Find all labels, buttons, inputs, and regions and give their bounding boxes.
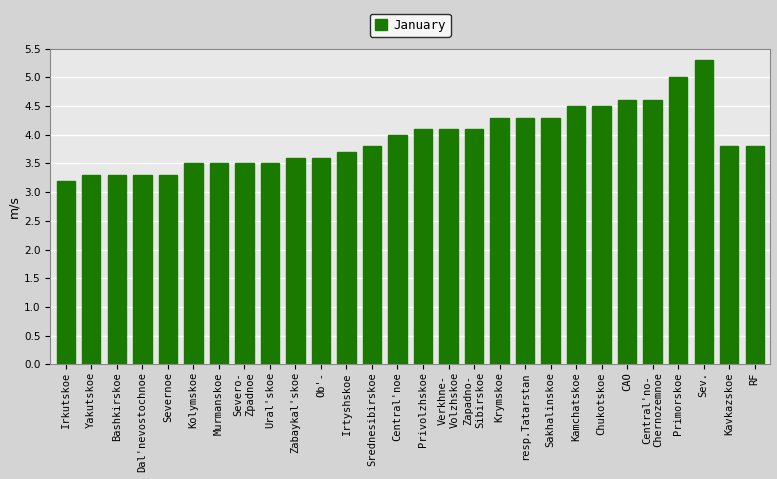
Bar xyxy=(490,117,509,365)
Bar xyxy=(669,77,688,365)
Bar xyxy=(618,100,636,365)
Bar xyxy=(108,175,126,365)
Bar xyxy=(235,163,253,365)
Bar xyxy=(746,146,764,365)
Bar xyxy=(567,106,585,365)
Bar xyxy=(210,163,228,365)
Bar xyxy=(184,163,203,365)
Bar xyxy=(388,135,406,365)
Bar xyxy=(286,158,305,365)
Bar xyxy=(82,175,100,365)
Bar xyxy=(312,158,330,365)
Bar xyxy=(542,117,559,365)
Bar xyxy=(439,129,458,365)
Bar xyxy=(363,146,382,365)
Y-axis label: m/s: m/s xyxy=(7,195,20,218)
Bar xyxy=(261,163,279,365)
Legend: January: January xyxy=(370,14,451,37)
Bar xyxy=(337,152,356,365)
Bar xyxy=(720,146,738,365)
Bar xyxy=(57,181,75,365)
Bar xyxy=(695,60,713,365)
Bar xyxy=(643,100,662,365)
Bar xyxy=(516,117,535,365)
Bar xyxy=(159,175,177,365)
Bar xyxy=(592,106,611,365)
Bar xyxy=(465,129,483,365)
Bar xyxy=(133,175,152,365)
Bar xyxy=(414,129,432,365)
